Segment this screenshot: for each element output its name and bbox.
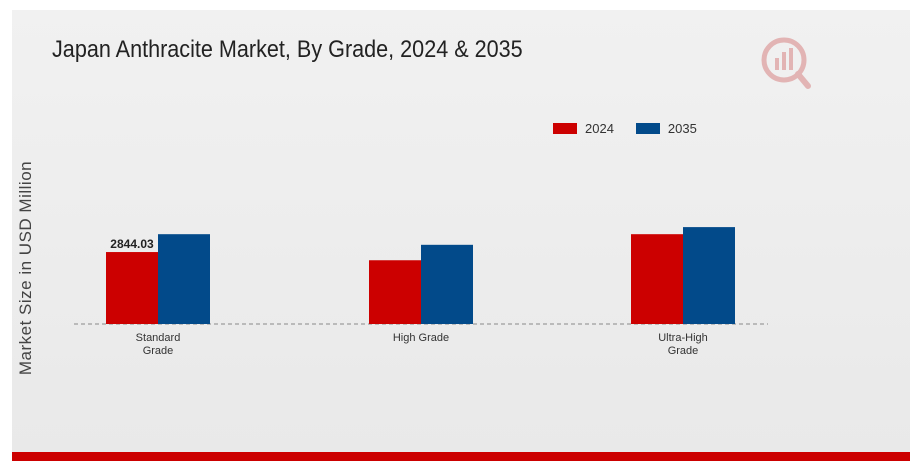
x-tick-label-0: Standard Grade xyxy=(136,332,181,357)
bar-2035-1 xyxy=(421,244,473,324)
chart-panel xyxy=(12,10,910,452)
legend: 2024 2035 xyxy=(553,121,697,136)
legend-swatch-2035 xyxy=(635,123,660,134)
bar-2035-0 xyxy=(158,234,210,324)
legend-label-2035: 2035 xyxy=(667,121,697,136)
bottom-accent-bar xyxy=(12,452,910,461)
legend-label-2024: 2024 xyxy=(585,121,614,136)
bar-2024-2 xyxy=(631,234,683,324)
bar-2035-2 xyxy=(683,227,735,324)
data-label-0: 2844.03 xyxy=(110,237,154,251)
market-research-logo-icon xyxy=(758,32,814,90)
legend-item-2024: 2024 xyxy=(553,121,614,136)
bar-2024-1 xyxy=(369,260,421,324)
bar-2024-0 xyxy=(106,252,158,324)
legend-item-2035: 2035 xyxy=(635,121,697,136)
chart-title: Japan Anthracite Market, By Grade, 2024 … xyxy=(52,36,523,63)
x-tick-label-2: Ultra-High Grade xyxy=(658,332,708,357)
legend-swatch-2024 xyxy=(553,123,577,134)
x-tick-label-1: High Grade xyxy=(393,332,449,344)
